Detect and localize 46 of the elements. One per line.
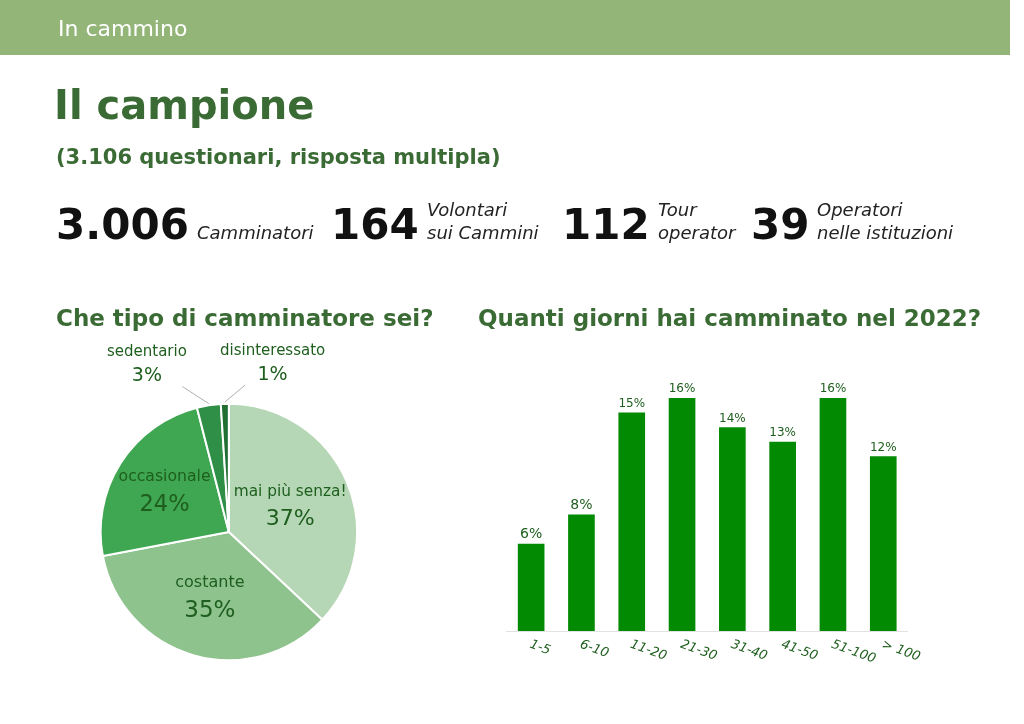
data-label: 13% xyxy=(769,425,796,440)
bar xyxy=(769,441,796,631)
data-label: 15% xyxy=(618,395,646,410)
data-label: 1% xyxy=(257,361,288,384)
bar xyxy=(618,412,646,631)
data-label: 8% xyxy=(570,495,593,512)
text: (3.106 questionari, risposta multipla) xyxy=(56,145,501,169)
bar xyxy=(668,398,696,631)
data-label: 6% xyxy=(520,524,543,541)
text: Camminatori xyxy=(197,222,314,243)
text: Il campione xyxy=(54,82,315,128)
data-label: 16% xyxy=(819,381,847,396)
text: Tour operator xyxy=(658,199,738,244)
x-tick-label: 11-20 xyxy=(628,635,670,663)
slice-label: sedentario xyxy=(107,342,187,360)
text: Volontari sui Cammini xyxy=(427,199,539,244)
text: 112 xyxy=(562,200,650,249)
chart-title: Quanti giorni hai camminato nel 2022? xyxy=(478,305,982,331)
data-label: 37% xyxy=(265,504,315,530)
chart-title: Che tipo di camminatore sei? xyxy=(56,305,434,331)
slice-label: mai più senza! xyxy=(233,481,347,500)
bar xyxy=(819,398,847,631)
data-label: 14% xyxy=(719,410,746,425)
data-label: 35% xyxy=(184,596,236,623)
bar xyxy=(568,514,595,631)
x-tick-label: > 100 xyxy=(880,635,923,664)
x-tick-label: 21-30 xyxy=(678,635,720,663)
bar xyxy=(517,543,545,631)
text: In cammino xyxy=(58,16,188,41)
x-tick-label: 6-10 xyxy=(578,635,612,661)
text: Operatori nelle istituzioni xyxy=(817,199,954,244)
slice-label: occasionale xyxy=(118,466,211,486)
data-label: 16% xyxy=(668,381,696,396)
text: 164 xyxy=(331,200,419,249)
text: 39 xyxy=(751,200,810,249)
slice-label: costante xyxy=(175,572,245,592)
x-tick-label: 31-40 xyxy=(729,635,770,663)
slice-label: disinteressato xyxy=(220,341,326,359)
data-label: 3% xyxy=(131,362,163,385)
text: 3.006 xyxy=(56,200,189,249)
bar xyxy=(869,456,897,631)
x-tick-label: 1-5 xyxy=(527,635,553,658)
data-label: 24% xyxy=(139,489,190,516)
x-tick-label: 41-50 xyxy=(779,635,821,663)
data-label: 12% xyxy=(869,439,897,454)
bar xyxy=(719,427,746,631)
